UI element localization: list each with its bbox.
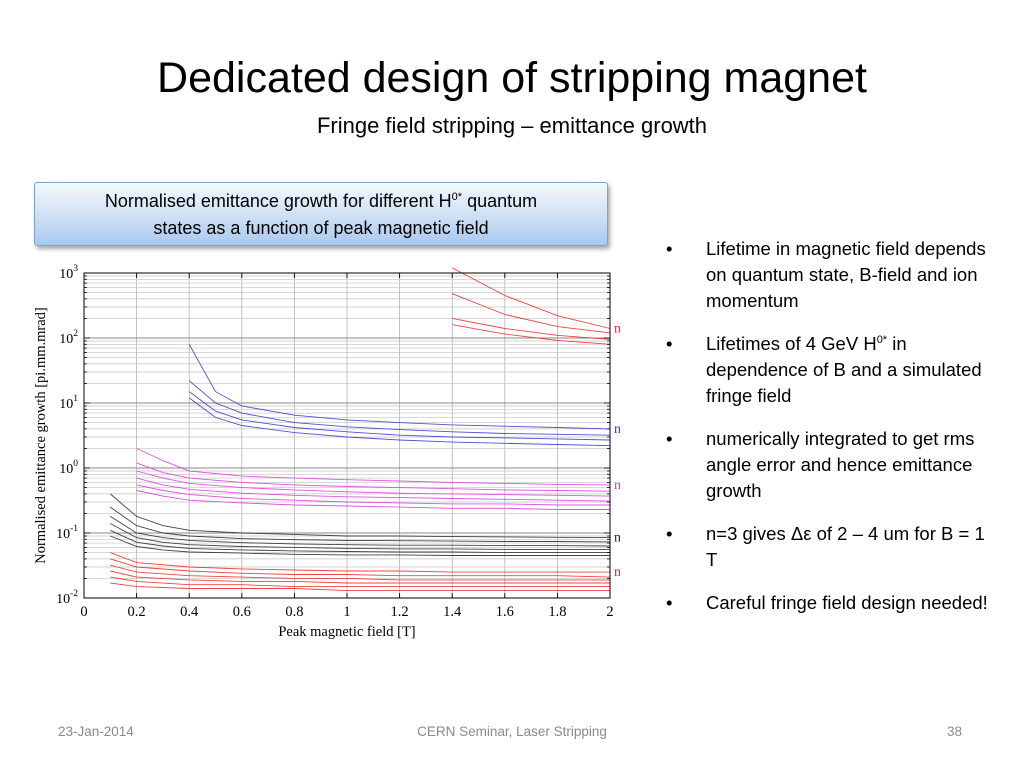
emittance-chart: n=2 n=3 n=4 n=5 n=6 0 0.2 0.4 0.6 0.8 1 1.2 1.4 1.6 1.… [33, 264, 620, 640]
bullet-marker: • [666, 428, 673, 449]
series-line-n3-0 [188, 344, 611, 430]
y-axis-label: Normalised emittance growth [pi.mm.mrad] [33, 307, 49, 564]
series-line-n5-2 [110, 516, 611, 547]
x-tick-label: 0 [80, 604, 87, 620]
caption-text-line2: states as a function of peak magnetic fi… [153, 218, 489, 238]
series-line-n4-1 [136, 462, 611, 492]
x-tick-label: 1.2 [391, 604, 409, 620]
bullet-text: n=3 gives Δε of 2 – 4 um for B = 1 T [706, 523, 985, 570]
chart-ticks: n=2 n=3 n=4 n=5 n=6 0 0.2 0.4 0.6 0.8 1 1.2 1.4 1.6 1.… [56, 264, 620, 620]
x-tick-label: 1.6 [496, 604, 514, 620]
series-label-n5: n=5 [614, 531, 620, 546]
series-line-n2-0 [451, 267, 611, 329]
bullet-list: • Lifetime in magnetic field depends on q… [660, 236, 1000, 633]
chart-series [110, 267, 611, 592]
bullet-marker: • [666, 592, 673, 613]
plot-frame [83, 272, 611, 599]
slide-subtitle: Fringe field stripping – emittance growt… [316, 113, 708, 138]
series-line-n6-4 [110, 576, 610, 588]
bullet-marker: • [666, 333, 673, 354]
series-line-n4-4 [136, 484, 610, 506]
series-label-n4: n=4 [614, 478, 620, 493]
footer-date: 23-Jan-2014 [58, 724, 134, 739]
bullet-text-cont: in dependence of B and a simulated fring… [706, 333, 982, 406]
x-tick-label: 1.8 [548, 604, 566, 620]
series-line-n3-3 [188, 397, 611, 447]
series-label-n6: n=6 [614, 565, 620, 580]
bullet-superscript: 0* [876, 333, 888, 346]
bullet-text: Lifetimes of 4 GeV H [706, 333, 877, 354]
caption-superscript: 0* [451, 191, 463, 203]
bullet-item: • Careful fringe field design needed! [660, 590, 1000, 616]
series-line-n5-0 [110, 493, 611, 539]
series-line-n2-2 [452, 317, 611, 340]
series-line-n5-4 [110, 529, 610, 554]
x-tick-label: 1 [343, 604, 350, 620]
bullet-item: • numerically integrated to get rms angle… [660, 426, 1000, 504]
footer-title: CERN Seminar, Laser Stripping [417, 724, 607, 739]
slide-number: 38 [946, 724, 962, 739]
series-line-n4-0 [136, 447, 611, 486]
series-label-n2: n=2 [614, 322, 620, 337]
series-line-n5-5 [110, 535, 610, 556]
series-line-n2-1 [452, 293, 611, 334]
bullet-item: • Lifetimes of 4 GeV H0* in dependence of… [660, 331, 1000, 409]
series-line-n3-2 [188, 391, 611, 441]
series-line-n5-3 [110, 523, 610, 550]
bullet-text: Lifetime in magnetic field depends on qu… [706, 238, 986, 311]
x-tick-label: 0.8 [285, 604, 303, 620]
y-tick-label: 102 [59, 329, 78, 347]
bullet-marker: • [666, 523, 673, 544]
x-tick-label: 0.6 [233, 604, 251, 620]
series-line-n6-2 [110, 564, 610, 581]
bullet-item: • Lifetime in magnetic field depends on q… [660, 236, 1000, 314]
y-tick-label: 10-1 [56, 524, 78, 542]
x-tick-label: 1.4 [443, 604, 462, 620]
series-line-n6-0 [110, 552, 610, 573]
y-tick-label: 103 [59, 264, 78, 282]
bullet-item: • n=3 gives Δε of 2 – 4 um for B = 1 T [660, 521, 1000, 573]
series-label-n3: n=3 [614, 422, 620, 437]
bullet-text: numerically integrated to get rms angle … [706, 428, 975, 501]
y-tick-label: 100 [59, 459, 78, 477]
x-tick-label: 2 [606, 604, 613, 620]
series-line-n4-5 [136, 490, 610, 510]
series-line-n6-1 [110, 558, 611, 578]
chart-caption-box: Normalised emittance growth for differen… [34, 182, 608, 246]
caption-text: Normalised emittance growth for differen… [104, 191, 452, 211]
series-line-n3-1 [188, 380, 611, 436]
bullet-text: Careful fringe field design needed! [706, 592, 988, 613]
series-line-n6-5 [110, 582, 610, 592]
y-tick-label: 10-2 [56, 589, 78, 607]
series-line-n4-2 [136, 470, 611, 497]
x-tick-label: 0.2 [128, 604, 146, 620]
series-line-n5-1 [110, 506, 611, 543]
series-line-n2-3 [452, 324, 611, 345]
bullet-marker: • [666, 238, 673, 259]
caption-text-cont: quantum [462, 191, 538, 211]
x-tick-label: 0.4 [180, 604, 199, 620]
x-axis-label: Peak magnetic field [T] [278, 624, 415, 640]
series-line-n4-3 [136, 477, 611, 502]
slide-title: Dedicated design of stripping magnet [157, 54, 867, 102]
y-tick-label: 101 [59, 394, 78, 412]
series-line-n6-3 [110, 570, 610, 584]
